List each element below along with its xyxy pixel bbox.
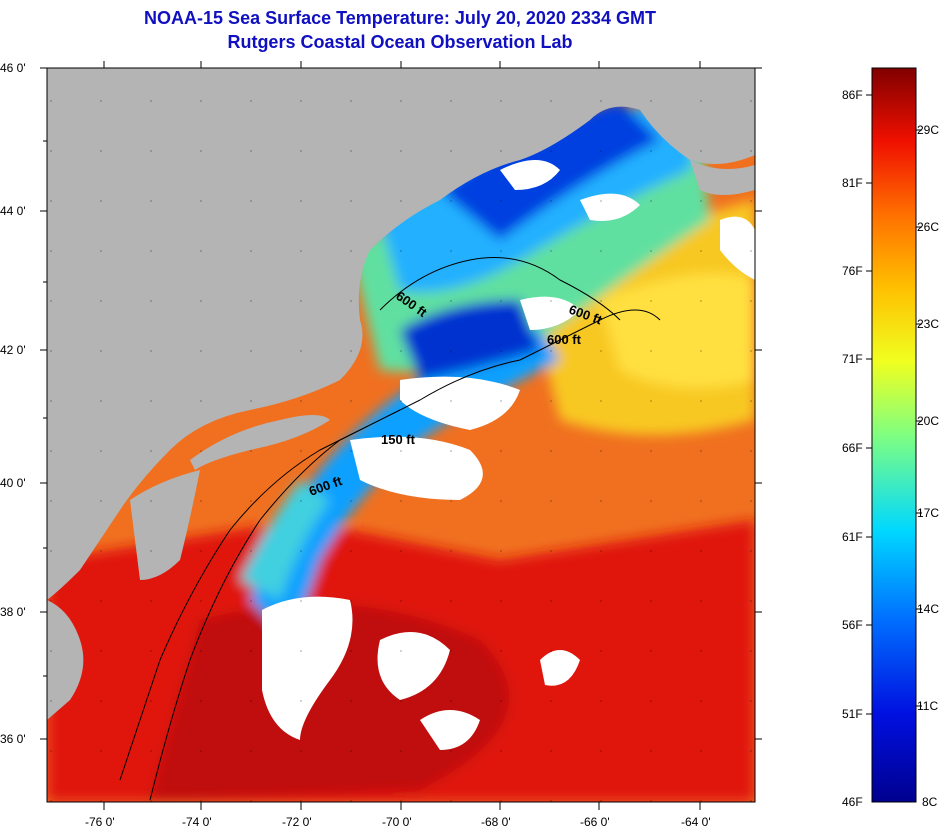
lon-ticks [103, 61, 701, 810]
lat-label-46: 46 0' [0, 61, 26, 75]
cb-f-56: 56F [842, 618, 863, 632]
cb-f-46: 46F [842, 795, 863, 809]
depth-contours [119, 257, 661, 801]
contour-label-600-georges: 600 ft [547, 332, 582, 347]
lon-label-74: -74 0' [182, 815, 212, 829]
cb-f-61: 61F [842, 530, 863, 544]
colorbar [871, 67, 917, 803]
lon-labels: -76 0' -74 0' -72 0' -70 0' -68 0' -66 0… [85, 815, 711, 829]
colorbar-ticks [866, 94, 922, 715]
cb-c-26: 26C [917, 220, 940, 234]
cb-f-86: 86F [842, 88, 863, 102]
map-title: NOAA-15 Sea Surface Temperature: July 20… [144, 8, 656, 28]
lon-label-76: -76 0' [85, 815, 115, 829]
cb-c-17: 17C [917, 506, 940, 520]
cb-c-20: 20C [917, 414, 940, 428]
lat-label-38: 38 0' [0, 605, 26, 619]
lon-label-70: -70 0' [382, 815, 412, 829]
map-subtitle: Rutgers Coastal Ocean Observation Lab [227, 32, 573, 52]
gom-contour [379, 257, 621, 321]
map-area [47, 68, 755, 802]
cb-f-76: 76F [842, 264, 863, 278]
lat-label-36: 36 0' [0, 732, 26, 746]
lat-label-40: 40 0' [0, 476, 26, 490]
cb-c-8: 8C [922, 795, 938, 809]
lon-label-68: -68 0' [481, 815, 511, 829]
lat-labels: 46 0' 44 0' 42 0' 40 0' 38 0' 36 0' [0, 61, 26, 746]
cb-f-81: 81F [842, 176, 863, 190]
cb-f-51: 51F [842, 707, 863, 721]
lat-ticks [40, 67, 762, 740]
inner-shelf-contour [119, 409, 401, 781]
cb-c-11: 11C [917, 699, 939, 713]
cb-f-66: 66F [842, 441, 863, 455]
lat-label-44: 44 0' [0, 204, 26, 218]
contour-label-150: 150 ft [381, 432, 416, 447]
cb-f-71: 71F [842, 352, 863, 366]
cb-c-23: 23C [917, 317, 940, 331]
lon-label-72: -72 0' [282, 815, 312, 829]
lon-label-66: -66 0' [580, 815, 610, 829]
lon-label-64: -64 0' [681, 815, 711, 829]
cb-c-29: 29C [917, 123, 940, 137]
lat-label-42: 42 0' [0, 343, 26, 357]
cb-c-14: 14C [917, 602, 940, 616]
